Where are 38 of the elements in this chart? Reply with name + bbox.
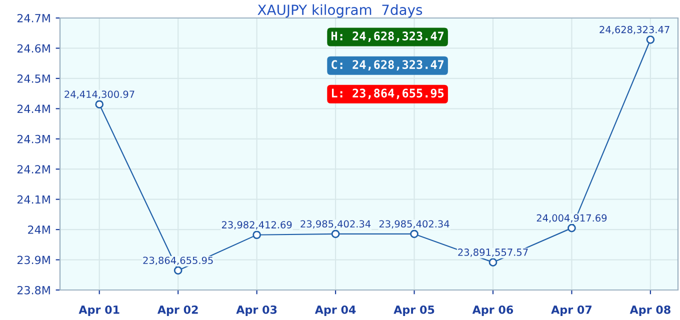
annotation: L: 23,864,655.95 (332, 88, 444, 100)
point (646, 35, 655, 44)
y-tick-label: 24.7M (17, 14, 50, 22)
point (568, 224, 576, 232)
data-label: 23,982,412.69 (222, 221, 292, 230)
x-tick-label: Apr 08 (630, 305, 670, 316)
y-tick-label: 24.2M (17, 165, 50, 174)
y-tick-label: 24.6M (17, 44, 50, 53)
chart-title: XAUJPY kilogram 7days (258, 4, 422, 18)
y-tick-label: 24M (28, 226, 50, 234)
x-tick-label: Apr 04 (314, 305, 356, 316)
point (410, 230, 418, 238)
point (488, 258, 498, 266)
data-label: 23,985,402.34 (300, 220, 371, 229)
annotation: H: 24,628,323.47 (331, 32, 444, 42)
data-label: 23,864,655.95 (143, 256, 213, 266)
x-tick-label: Apr 07 (551, 305, 592, 316)
point (174, 266, 182, 275)
x-tick-label: Apr 02 (157, 305, 198, 316)
data-label: 24,004,917.69 (536, 214, 607, 223)
data-label: 24,414,300.97 (64, 90, 134, 99)
data-label: 24,628,323.47 (600, 26, 670, 34)
point (95, 100, 104, 109)
data-label: 23,891,557.57 (458, 248, 528, 257)
x-tick-label: Apr 05 (394, 305, 434, 316)
y-tick-label: 23.8M (17, 286, 50, 294)
x-tick-label: Apr 03 (236, 305, 277, 316)
y-tick-label: 23.9M (17, 256, 50, 264)
point (331, 230, 340, 238)
data-label: 23,985,402.34 (379, 220, 450, 229)
y-tick-label: 24.1M (17, 195, 50, 204)
point (252, 230, 261, 240)
y-tick-label: 24.4M (17, 104, 50, 113)
y-tick-label: 24.3M (17, 134, 50, 144)
x-tick-label: Apr 06 (472, 305, 514, 316)
annotation: C: 24,628,323.47 (332, 60, 444, 71)
x-tick-label: Apr 01 (78, 305, 120, 316)
y-tick-label: 24.5M (17, 74, 50, 83)
